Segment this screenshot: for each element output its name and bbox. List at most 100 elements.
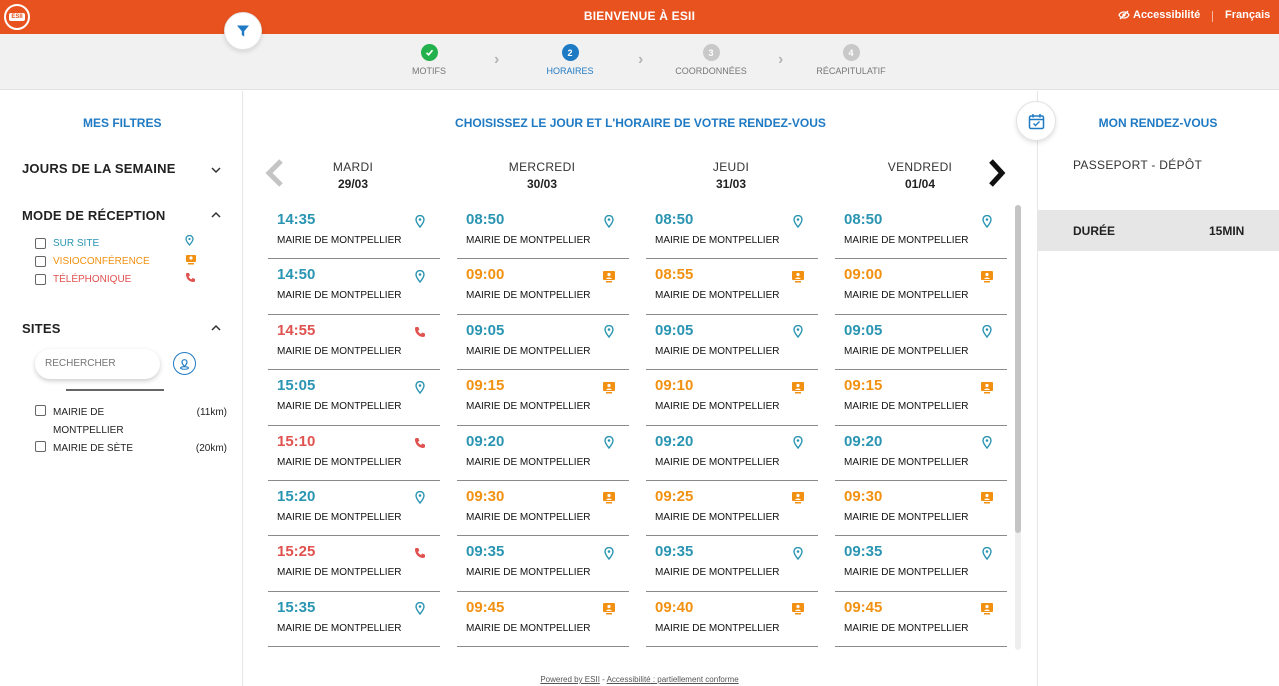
time-slot[interactable]: 08:50 MAIRIE DE MONTPELLIER <box>835 204 1007 260</box>
filter-toggle-button[interactable] <box>224 12 262 50</box>
time-slot[interactable]: 09:20 MAIRIE DE MONTPELLIER <box>646 426 818 481</box>
location-pin-icon <box>791 325 805 339</box>
chevron-down-icon[interactable] <box>211 165 221 177</box>
mode-visioconference[interactable]: VISIOCONFÉRENCE <box>35 256 150 267</box>
video-conference-icon <box>602 269 616 283</box>
chevron-up-icon[interactable] <box>211 209 221 221</box>
time-slot[interactable]: 14:50 MAIRIE DE MONTPELLIER <box>268 259 440 315</box>
language-selector[interactable]: Français <box>1225 9 1271 21</box>
stepper: MOTIFS › 2 HORAIRES › 3 COORDONNÉES › 4 … <box>0 34 1279 90</box>
time-slot[interactable]: 15:20 MAIRIE DE MONTPELLIER <box>268 481 440 537</box>
filters-title: MES FILTRES <box>83 116 162 130</box>
accessibility-icon <box>1118 10 1130 20</box>
step-number: 3 <box>702 44 720 61</box>
previous-days-arrow[interactable] <box>264 158 286 193</box>
slot-time: 14:35 <box>277 211 316 228</box>
check-icon <box>420 44 438 61</box>
slot-place: MAIRIE DE MONTPELLIER <box>844 567 969 579</box>
day-header: VENDREDI 01/04 <box>835 160 1005 191</box>
time-slot[interactable]: 09:15 MAIRIE DE MONTPELLIER <box>457 370 629 426</box>
day-date: 29/03 <box>337 177 369 191</box>
checkbox[interactable] <box>35 256 46 267</box>
time-slot[interactable]: 15:35 MAIRIE DE MONTPELLIER <box>268 592 440 648</box>
slot-place: MAIRIE DE MONTPELLIER <box>466 345 591 357</box>
checkbox[interactable] <box>35 238 46 249</box>
slot-time: 09:05 <box>844 321 883 339</box>
checkbox[interactable] <box>35 274 46 285</box>
checkbox[interactable] <box>35 405 46 416</box>
time-slot[interactable]: 15:10 MAIRIE DE MONTPELLIER <box>268 426 440 481</box>
step-label: RÉCAPITULATIF <box>816 66 886 76</box>
time-slot[interactable]: 09:00 MAIRIE DE MONTPELLIER <box>457 259 629 315</box>
day-header: MERCREDI 30/03 <box>457 160 627 191</box>
location-pin-icon <box>791 546 805 560</box>
time-slot[interactable]: 09:00 MAIRIE DE MONTPELLIER <box>835 259 1007 315</box>
time-slot[interactable]: 14:35 MAIRIE DE MONTPELLIER <box>268 204 440 260</box>
location-pin-icon <box>791 214 805 228</box>
time-slot[interactable]: 14:55 MAIRIE DE MONTPELLIER <box>268 315 440 371</box>
powered-by-link[interactable]: Powered by ESII <box>540 675 600 684</box>
slot-time: 15:05 <box>277 377 316 395</box>
time-slot[interactable]: 08:50 MAIRIE DE MONTPELLIER <box>646 204 818 260</box>
time-slot[interactable]: 09:40 MAIRIE DE MONTPELLIER <box>646 592 818 648</box>
site-search-field[interactable] <box>35 349 160 379</box>
next-days-arrow[interactable] <box>986 158 1008 193</box>
time-slot[interactable]: 09:30 MAIRIE DE MONTPELLIER <box>835 481 1007 537</box>
slot-time: 14:55 <box>277 321 316 339</box>
mode-label: SUR SITE <box>53 238 100 249</box>
time-slot[interactable]: 08:50 MAIRIE DE MONTPELLIER <box>457 204 629 260</box>
time-slot[interactable]: 08:55 MAIRIE DE MONTPELLIER <box>646 259 818 315</box>
mode-section-title[interactable]: MODE DE RÉCEPTION <box>22 208 166 223</box>
chevron-up-icon[interactable] <box>211 322 221 334</box>
scrollbar-thumb[interactable] <box>1015 205 1021 533</box>
chevron-right-icon: › <box>494 51 500 68</box>
accessibility-conformance-link[interactable]: Accessibilité : partiellement conforme <box>606 675 739 684</box>
time-slot[interactable]: 15:25 MAIRIE DE MONTPELLIER <box>268 536 440 592</box>
time-slot[interactable]: 09:35 MAIRIE DE MONTPELLIER <box>457 536 629 592</box>
checkbox[interactable] <box>35 441 46 452</box>
slot-place: MAIRIE DE MONTPELLIER <box>277 290 402 302</box>
slot-time: 09:00 <box>466 266 505 284</box>
site-search-input[interactable] <box>45 358 155 369</box>
time-slot[interactable]: 09:30 MAIRIE DE MONTPELLIER <box>457 481 629 537</box>
time-slot[interactable]: 09:20 MAIRIE DE MONTPELLIER <box>835 426 1007 481</box>
mode-telephonique[interactable]: TÉLÉPHONIQUE <box>35 274 131 285</box>
slot-time: 15:20 <box>277 487 316 505</box>
time-slot[interactable]: 09:25 MAIRIE DE MONTPELLIER <box>646 481 818 537</box>
slot-place: MAIRIE DE MONTPELLIER <box>466 401 591 413</box>
time-slot[interactable]: 09:20 MAIRIE DE MONTPELLIER <box>457 426 629 481</box>
time-slot[interactable]: 09:05 MAIRIE DE MONTPELLIER <box>646 315 818 371</box>
mode-sur-site[interactable]: SUR SITE <box>35 238 99 249</box>
time-slot[interactable]: 09:35 MAIRIE DE MONTPELLIER <box>646 536 818 592</box>
slot-place: MAIRIE DE MONTPELLIER <box>466 567 591 579</box>
time-slot[interactable]: 09:05 MAIRIE DE MONTPELLIER <box>457 315 629 371</box>
accessibility-link[interactable]: Accessibilité <box>1118 9 1200 21</box>
location-pin-icon <box>980 325 994 339</box>
step-horaires[interactable]: 2 HORAIRES <box>520 44 620 76</box>
phone-icon <box>185 272 196 286</box>
slot-place: MAIRIE DE MONTPELLIER <box>655 511 780 523</box>
time-slot[interactable]: 09:45 MAIRIE DE MONTPELLIER <box>835 592 1007 648</box>
slot-time: 08:50 <box>655 211 694 228</box>
slot-place: MAIRIE DE MONTPELLIER <box>277 456 402 468</box>
time-slot[interactable]: 15:05 MAIRIE DE MONTPELLIER <box>268 370 440 426</box>
slot-time: 09:20 <box>655 432 694 450</box>
site-distance: (20km) <box>195 443 227 454</box>
time-slot[interactable]: 09:05 MAIRIE DE MONTPELLIER <box>835 315 1007 371</box>
site-name: MAIRIE DE SÈTE <box>53 443 134 454</box>
slots-scrollbar[interactable] <box>1015 205 1021 650</box>
time-slot[interactable]: 09:10 MAIRIE DE MONTPELLIER <box>646 370 818 426</box>
location-pin-icon <box>791 436 805 450</box>
day-name: JEUDI <box>712 160 750 174</box>
slot-place: MAIRIE DE MONTPELLIER <box>277 345 402 357</box>
step-motifs[interactable]: MOTIFS <box>379 44 479 76</box>
esii-logo[interactable]: ESII <box>4 4 30 30</box>
days-section-title[interactable]: JOURS DE LA SEMAINE <box>22 161 176 176</box>
time-slot[interactable]: 09:35 MAIRIE DE MONTPELLIER <box>835 536 1007 592</box>
geolocate-button[interactable] <box>173 352 196 375</box>
time-slot[interactable]: 09:45 MAIRIE DE MONTPELLIER <box>457 592 629 648</box>
time-slot[interactable]: 09:15 MAIRIE DE MONTPELLIER <box>835 370 1007 426</box>
sites-section-title[interactable]: SITES <box>22 321 61 336</box>
calendar-button[interactable] <box>1016 101 1056 141</box>
top-bar: ESII BIENVENUE À ESII Accessibilité Fran… <box>0 0 1279 34</box>
